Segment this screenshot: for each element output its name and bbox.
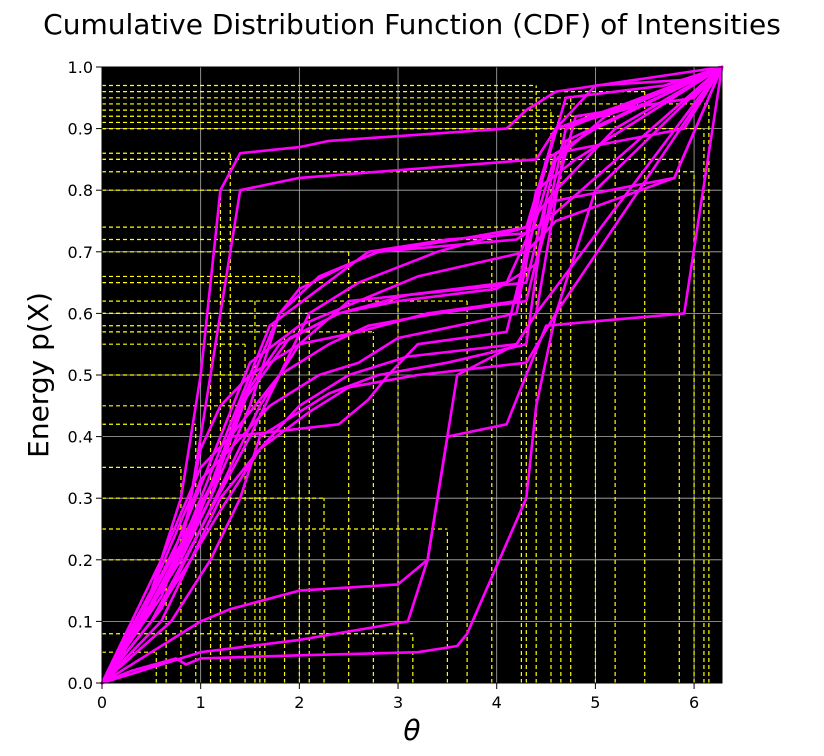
x-axis-label: θ xyxy=(403,714,420,747)
x-tick-label: 2 xyxy=(294,693,304,712)
y-tick-label: 0.8 xyxy=(68,181,93,200)
series-line-19 xyxy=(100,65,724,685)
x-tick-label: 4 xyxy=(492,693,502,712)
y-tick-label: 0.4 xyxy=(68,428,93,447)
y-tick-label: 0.0 xyxy=(68,674,93,693)
y-tick-label: 0.6 xyxy=(68,304,93,323)
series-line-15 xyxy=(100,65,724,685)
y-axis-ticks: 0.0 0.1 0.2 0.3 0.4 0.5 0.6 0.7 0.8 0.9 1.0 xyxy=(68,58,102,693)
series-line-16 xyxy=(100,65,724,685)
series-lines xyxy=(100,65,724,685)
x-axis-ticks: 0 1 2 3 4 5 6 xyxy=(97,683,699,712)
y-axis-label: Energy p(X) xyxy=(22,292,55,458)
series-line-1 xyxy=(100,65,724,685)
x-tick-label: 1 xyxy=(196,693,206,712)
y-tick-label: 1.0 xyxy=(68,58,93,77)
y-tick-label: 0.9 xyxy=(68,120,93,139)
y-tick-label: 0.2 xyxy=(68,551,93,570)
series-line-7 xyxy=(100,65,724,685)
chart-title: Cumulative Distribution Function (CDF) o… xyxy=(43,8,781,41)
y-tick-label: 0.3 xyxy=(68,489,93,508)
x-tick-label: 6 xyxy=(689,693,699,712)
x-tick-label: 5 xyxy=(590,693,600,712)
y-tick-label: 0.5 xyxy=(68,366,93,385)
series-line-20 xyxy=(100,65,724,685)
series-line-6 xyxy=(100,65,724,685)
y-tick-label: 0.7 xyxy=(68,243,93,262)
series-line-5 xyxy=(100,65,724,685)
series-line-11 xyxy=(100,65,724,685)
y-tick-label: 0.1 xyxy=(68,612,93,631)
x-tick-label: 0 xyxy=(97,693,107,712)
series-line-18 xyxy=(100,65,724,685)
x-tick-label: 3 xyxy=(393,693,403,712)
